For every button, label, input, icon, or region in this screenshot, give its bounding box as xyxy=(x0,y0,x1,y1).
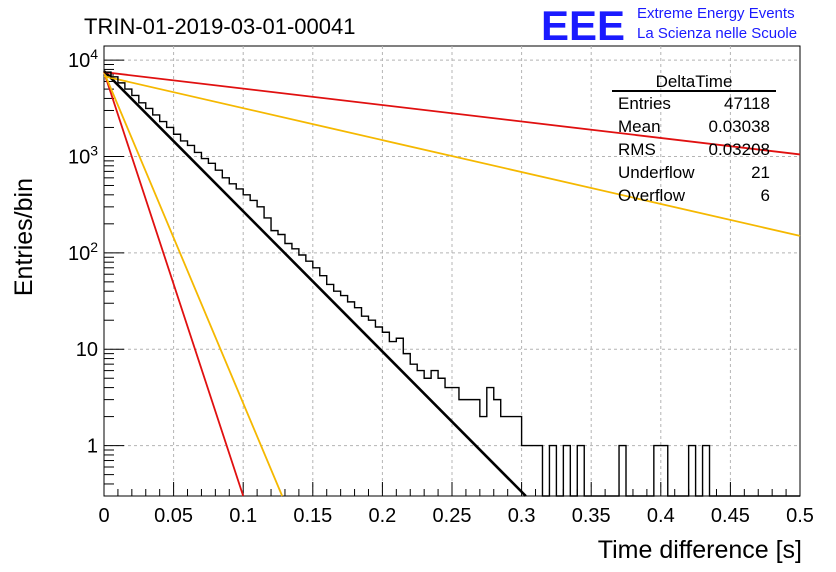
x-tick-label: 0.05 xyxy=(154,505,193,527)
stats-label: Underflow xyxy=(618,163,695,182)
stats-value: 47118 xyxy=(724,94,770,113)
stats-label: RMS xyxy=(618,140,656,159)
reference-curve xyxy=(103,71,245,497)
y-tick-label: 102 xyxy=(68,239,98,265)
eee-logo: EEE Extreme Energy Events La Scienza nel… xyxy=(541,2,797,49)
y-tick-label: 104 xyxy=(68,46,98,72)
stats-box: DeltaTime Entries 47118 Mean 0.03038 RMS 0.03… xyxy=(612,72,776,205)
fit-line xyxy=(103,70,527,497)
reference-curve xyxy=(103,71,284,497)
stats-value: 0.03208 xyxy=(709,140,770,159)
x-tick-label: 0.35 xyxy=(572,505,611,527)
chart-title: TRIN-01-2019-03-01-00041 xyxy=(84,14,356,39)
x-tick-label: 0.45 xyxy=(711,505,750,527)
axis-ticks xyxy=(103,59,801,497)
stats-label: Entries xyxy=(618,94,671,113)
x-tick-label: 0.25 xyxy=(433,505,472,527)
x-tick-label: 0.2 xyxy=(368,505,396,527)
stats-box-title: DeltaTime xyxy=(656,72,733,91)
x-tick-labels: 0 0.05 0.1 0.15 0.2 0.25 0.3 0.35 0.4 0.45 0.5 xyxy=(98,505,813,527)
y-axis-label: Entries/bin xyxy=(10,178,38,296)
logo-mark: EEE xyxy=(541,2,625,49)
x-tick-label: 0.1 xyxy=(229,505,257,527)
logo-line-2: La Scienza nelle Scuole xyxy=(637,25,797,42)
x-tick-label: 0.4 xyxy=(647,505,675,527)
x-tick-label: 0 xyxy=(98,505,109,527)
reference-curve xyxy=(103,71,801,156)
stats-value: 6 xyxy=(761,186,770,205)
stats-value: 0.03038 xyxy=(709,117,770,136)
y-tick-labels: 1 10 102 103 104 xyxy=(68,46,98,458)
reference-curve xyxy=(103,75,801,237)
stats-label: Mean xyxy=(618,117,661,136)
histogram xyxy=(104,71,800,497)
fit-curves xyxy=(103,70,801,497)
y-tick-label: 1 xyxy=(87,436,98,458)
y-tick-label: 10 xyxy=(76,339,98,361)
logo-line-1: Extreme Energy Events xyxy=(637,5,795,22)
stats-rows: Entries 47118 Mean 0.03038 RMS 0.03208 Underfl… xyxy=(618,94,770,205)
x-tick-label: 0.3 xyxy=(508,505,536,527)
x-tick-label: 0.5 xyxy=(786,505,814,527)
stats-label: Overflow xyxy=(618,186,686,205)
y-tick-label: 103 xyxy=(68,142,98,168)
x-tick-label: 0.15 xyxy=(293,505,332,527)
stats-value: 21 xyxy=(751,163,770,182)
x-axis-label: Time difference [s] xyxy=(598,536,802,564)
